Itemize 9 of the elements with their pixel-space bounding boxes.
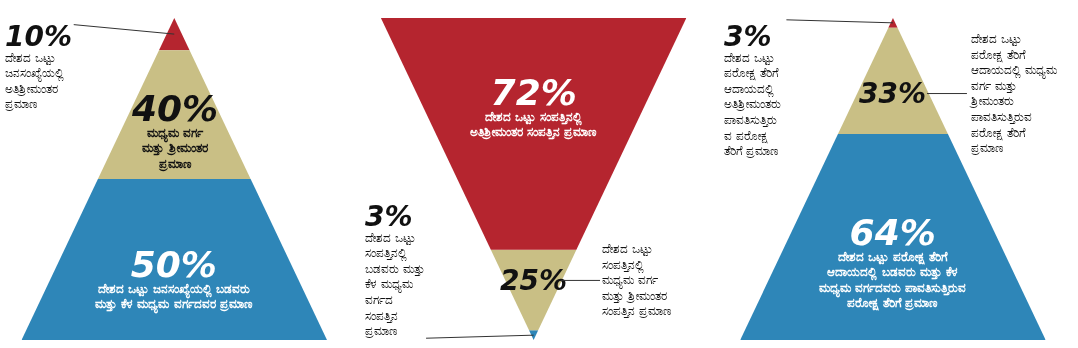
data-label: 3%	[365, 200, 413, 233]
category-label: ದೇಶದ ಒಟ್ಟು ಪರೋಕ್ಷ ತೆರಿಗೆ ಆದಾಯದಲ್ಲಿ ಅತಿಶ್ರೀಮಂತರು ಪಾವತಿಸುತ್ತಿರುವ ಪರೋಕ್ಷ ತೆರಿಗೆ ಪ್ರಮಾಣ	[724, 50, 785, 159]
category-label: ದೇಶದ ಒಟ್ಟು ಪರೋಕ್ಷ ತೆರಿಗೆ ಆದಾಯದಲ್ಲಿ ಮಧ್ಯಮ ವರ್ಗ ಮತ್ತು ಶ್ರೀಮಂತರು ಪಾವತಿಸುತ್ತಿರುವ ಪರೋಕ್ಷ ತೆರಿಗೆ ಪ್ರಮಾಣ	[969, 32, 1057, 156]
category-label: ದೇಶದ ಒಟ್ಟು ಸಂಪತ್ತಿನಲ್ಲಿ ಬಡವರು ಮತ್ತು ಕೆಳ ಮಧ್ಯಮ ವರ್ಗದ ಸಂಪತ್ತಿನ ಪ್ರಮಾಣ	[365, 230, 425, 339]
data-label: 3%	[724, 20, 772, 53]
category-label: ದೇಶದ ಒಟ್ಟು ಸಂಪತ್ತಿನಲ್ಲಿ ಮಧ್ಯಮ ವರ್ಗ ಮತ್ತು ಶ್ರೀಮಂತರ ಸಂಪತ್ತಿನ ಪ್ರಮಾಣ	[602, 242, 672, 319]
data-label: 10%	[5, 20, 73, 53]
data-label: 33%	[859, 77, 927, 110]
category-label: ದೇಶದ ಒಟ್ಟು ಜನಸಂಖ್ಯೆಯಲ್ಲಿ ಅತಿಶ್ರೀಮಂತರ ಪ್ರಮಾಣ	[5, 50, 64, 112]
